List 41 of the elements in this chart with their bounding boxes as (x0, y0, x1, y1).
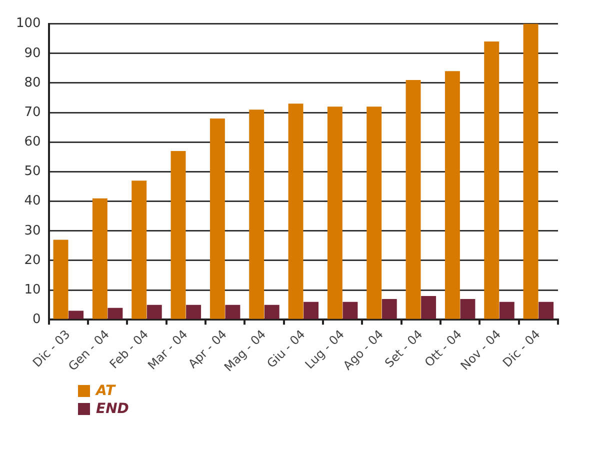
bar (499, 302, 514, 319)
bar (92, 198, 108, 319)
y-tick-label: 30 (24, 223, 41, 238)
bar (108, 308, 123, 319)
y-tick-label: 20 (24, 252, 41, 268)
y-tick-label: 80 (24, 75, 41, 90)
y-tick-label: 0 (32, 312, 41, 328)
y-tick-label: 70 (24, 104, 41, 120)
bar (146, 304, 162, 319)
bar (484, 42, 500, 319)
bar (304, 302, 319, 319)
bar (444, 71, 460, 319)
bar (523, 24, 538, 319)
bar (406, 80, 421, 319)
legend-label: AT (96, 383, 116, 399)
bar (382, 298, 397, 319)
y-tick-label: 10 (24, 282, 41, 298)
bar (225, 304, 240, 319)
y-tick-label: 50 (24, 164, 41, 180)
bar (170, 151, 186, 319)
bar (53, 240, 68, 319)
bar (264, 304, 280, 319)
y-tick-label: 60 (24, 134, 41, 150)
bar (366, 106, 382, 319)
bar (342, 302, 358, 319)
bar (249, 110, 264, 319)
bar (210, 118, 225, 319)
bar (421, 296, 436, 319)
bar (327, 106, 342, 319)
bar (186, 304, 202, 319)
y-tick-label: 40 (24, 194, 41, 209)
x-tick-label: Set - 04 (382, 327, 426, 370)
bar (460, 298, 476, 319)
x-tick-label: Dic - 04 (500, 327, 543, 370)
bar (132, 180, 147, 319)
bar (288, 104, 304, 319)
bar (68, 310, 84, 319)
bar (538, 302, 554, 319)
legend-label: END (96, 401, 129, 417)
y-tick-label: 90 (24, 46, 41, 61)
y-tick-label: 100 (16, 16, 41, 32)
